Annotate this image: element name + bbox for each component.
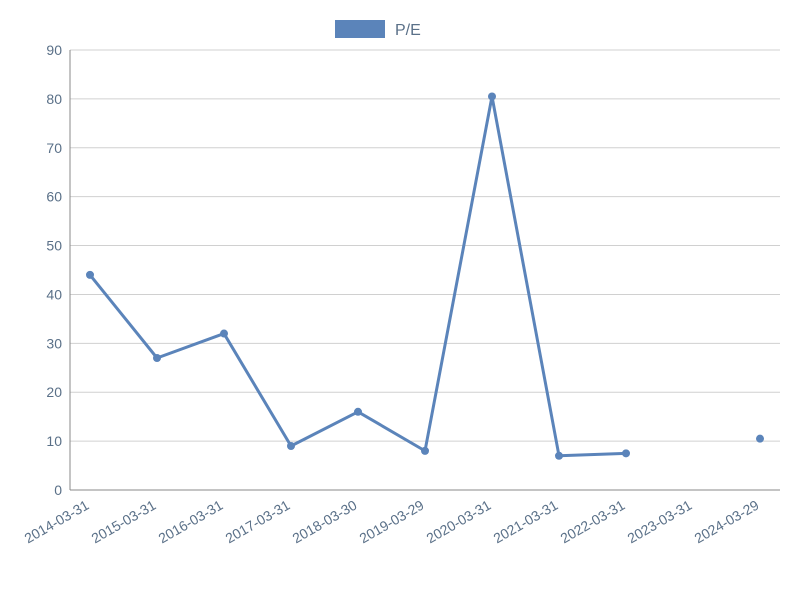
x-tick-label: 2021-03-31	[490, 497, 560, 547]
x-tick-label: 2020-03-31	[423, 497, 493, 547]
data-point	[153, 354, 161, 362]
line-chart: 01020304050607080902014-03-312015-03-312…	[0, 0, 800, 600]
data-point	[756, 435, 764, 443]
x-tick-label: 2023-03-31	[624, 497, 694, 547]
data-point	[220, 330, 228, 338]
y-tick-label: 0	[54, 482, 62, 498]
legend-label: P/E	[395, 22, 421, 39]
x-tick-label: 2018-03-30	[289, 497, 359, 547]
data-point	[287, 442, 295, 450]
y-tick-label: 60	[46, 189, 62, 205]
y-tick-label: 30	[46, 335, 62, 351]
y-tick-label: 90	[46, 42, 62, 58]
y-tick-label: 80	[46, 91, 62, 107]
data-line	[90, 96, 760, 455]
data-point	[488, 92, 496, 100]
legend-swatch	[335, 20, 385, 38]
x-tick-label: 2014-03-31	[21, 497, 91, 547]
y-tick-label: 70	[46, 140, 62, 156]
data-point	[555, 452, 563, 460]
x-tick-label: 2017-03-31	[222, 497, 292, 547]
x-tick-label: 2022-03-31	[557, 497, 627, 547]
data-point	[354, 408, 362, 416]
y-tick-label: 20	[46, 384, 62, 400]
data-point	[86, 271, 94, 279]
chart-container: 01020304050607080902014-03-312015-03-312…	[0, 0, 800, 600]
y-tick-label: 40	[46, 286, 62, 302]
x-tick-label: 2019-03-29	[356, 497, 426, 547]
y-tick-label: 50	[46, 238, 62, 254]
x-tick-label: 2024-03-29	[691, 497, 761, 547]
x-tick-label: 2015-03-31	[88, 497, 158, 547]
data-point	[622, 449, 630, 457]
y-tick-label: 10	[46, 433, 62, 449]
x-tick-label: 2016-03-31	[155, 497, 225, 547]
data-point	[421, 447, 429, 455]
